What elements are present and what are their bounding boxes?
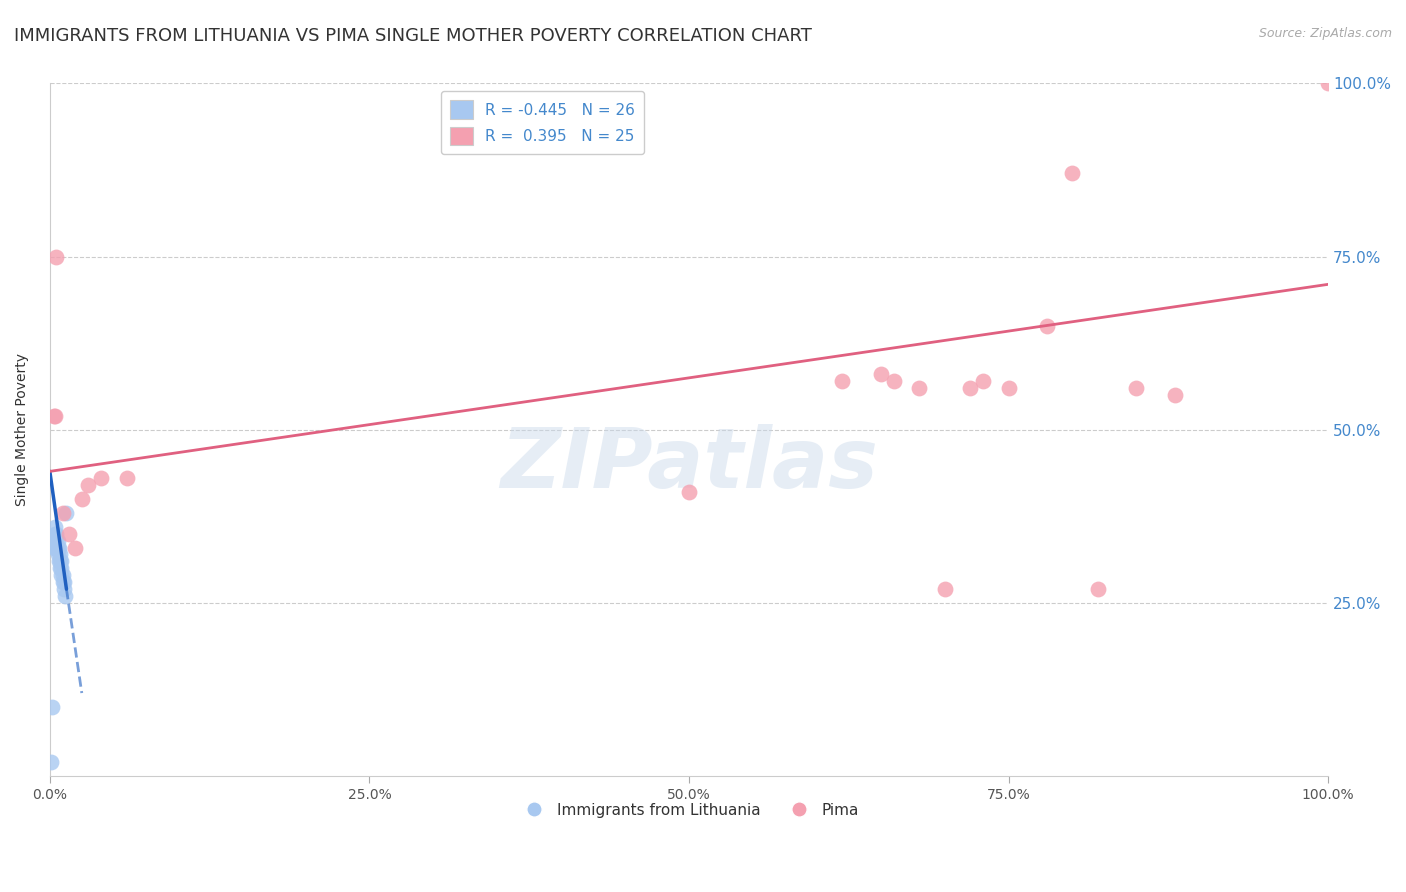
Point (42, 533, 65, 548)
Point (44, 409, 66, 423)
Point (678, 485, 700, 500)
Point (1317, 77, 1340, 91)
Point (52, 506, 75, 520)
Point (934, 582, 956, 596)
Point (65, 541, 87, 555)
Point (44, 520, 66, 534)
Point (46, 541, 69, 555)
Point (115, 471, 138, 485)
Point (1036, 318, 1059, 333)
Point (959, 381, 981, 395)
Point (831, 374, 853, 388)
Point (41, 699, 63, 714)
Point (70, 492, 93, 507)
Point (42, 541, 65, 555)
Point (42, 409, 65, 423)
Point (39, 756, 62, 770)
Text: Source: ZipAtlas.com: Source: ZipAtlas.com (1258, 27, 1392, 40)
Point (52, 582, 75, 596)
Text: IMMIGRANTS FROM LITHUANIA VS PIMA SINGLE MOTHER POVERTY CORRELATION CHART: IMMIGRANTS FROM LITHUANIA VS PIMA SINGLE… (14, 27, 811, 45)
Point (52, 575, 75, 590)
Point (1087, 582, 1109, 596)
Point (90, 471, 112, 485)
Point (53, 589, 76, 603)
Point (51, 554, 73, 568)
Point (45, 533, 67, 548)
Point (45, 250, 67, 264)
Text: ZIPatlas: ZIPatlas (501, 424, 877, 505)
Point (55, 506, 77, 520)
Point (1062, 167, 1084, 181)
Y-axis label: Single Mother Poverty: Single Mother Poverty (15, 353, 30, 507)
Point (58, 526, 80, 541)
Point (52, 575, 75, 590)
Point (45, 541, 67, 555)
Point (908, 381, 931, 395)
Point (46, 548, 69, 562)
Point (1125, 381, 1147, 395)
Point (46, 533, 69, 548)
Point (77, 478, 100, 492)
Point (49, 561, 72, 575)
Point (49, 554, 72, 568)
Point (1164, 388, 1187, 402)
Point (972, 374, 994, 388)
Point (883, 374, 905, 388)
Point (45, 526, 67, 541)
Point (52, 568, 75, 582)
Point (44, 526, 66, 541)
Point (48, 554, 70, 568)
Point (49, 548, 72, 562)
Point (51, 568, 73, 582)
Point (997, 381, 1019, 395)
Legend: Immigrants from Lithuania, Pima: Immigrants from Lithuania, Pima (513, 797, 865, 824)
Point (869, 368, 891, 382)
Point (51, 561, 73, 575)
Point (48, 541, 70, 555)
